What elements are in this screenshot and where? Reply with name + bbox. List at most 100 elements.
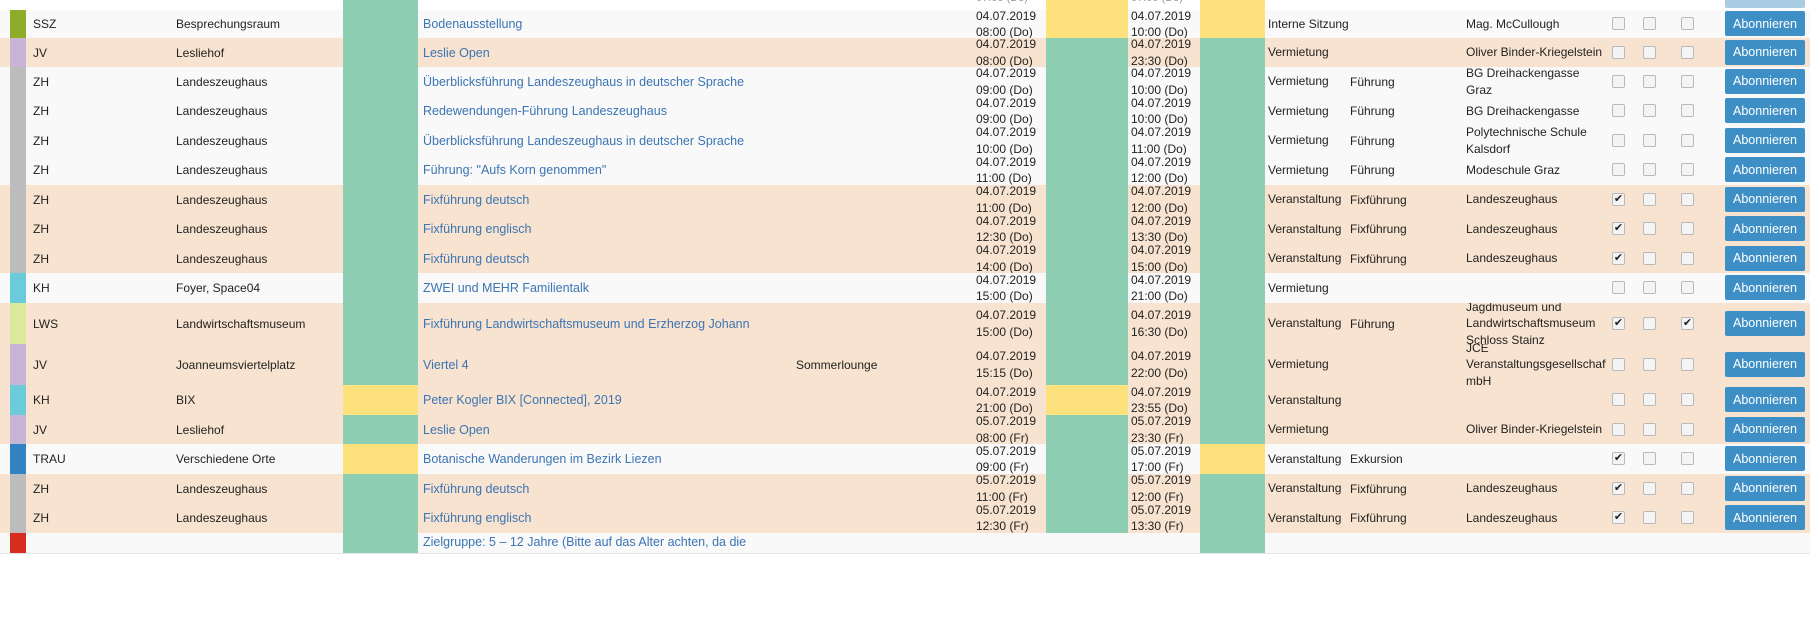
subscribe-button[interactable]: Abonnieren [1725,475,1805,501]
event-title-link[interactable]: Redewendungen-Führung Landeszeughaus [423,104,667,118]
status-cell [1200,533,1265,553]
event-title-link[interactable]: Viertel 4 [423,357,469,372]
status-cell [343,0,418,10]
checkbox-2[interactable] [1643,17,1656,30]
subscribe-button[interactable]: Abonnieren [1725,245,1805,271]
event-type: Veranstaltung [1268,451,1342,466]
subscribe-button[interactable]: Abonnieren [1725,39,1805,65]
checkbox-3[interactable] [1681,45,1694,59]
checkbox-1[interactable] [1612,104,1625,117]
checkbox-3[interactable] [1681,511,1694,524]
checkbox-3[interactable] [1681,222,1694,235]
event-title-link[interactable]: Zielgruppe: 5 – 12 Jahre (Bitte auf das … [423,535,747,549]
subscribe-button[interactable]: Abonnieren [1725,505,1805,530]
checkbox-3[interactable] [1681,163,1694,176]
checkbox-3[interactable] [1681,74,1694,88]
department-color-swatch [10,10,26,38]
checkbox-2[interactable] [1643,281,1656,294]
checkbox-3[interactable] [1681,481,1694,495]
event-title-link[interactable]: Fixführung Landwirtschaftsmuseum und Erz… [423,316,750,331]
checkbox-2[interactable] [1643,511,1656,524]
checkbox-3[interactable] [1681,251,1694,265]
checkbox-2[interactable] [1643,104,1656,117]
checkbox-2[interactable] [1643,357,1656,371]
checkbox-1[interactable] [1612,393,1625,406]
end-time: 12:00 (Fr) [1131,489,1184,504]
checkbox-1[interactable] [1612,422,1625,436]
subscribe-button[interactable]: Abonnieren [1725,275,1805,300]
checkbox-2[interactable] [1643,192,1656,206]
subscribe-button-partial[interactable] [1725,0,1805,8]
event-title-link[interactable]: Fixführung englisch [423,222,532,236]
organizer: Jagdmuseum und Landwirtschaftsmuseum Sch… [1466,303,1596,344]
checkbox-3[interactable] [1681,104,1694,117]
checkbox-1[interactable] [1612,163,1625,176]
checkbox-3[interactable] [1681,17,1694,30]
event-title-link[interactable]: Peter Kogler BIX [Connected], 2019 [423,393,622,407]
end-date: 04.07.2019 [1131,96,1192,110]
subscribe-button[interactable]: Abonnieren [1725,11,1805,36]
event-title-link[interactable]: Leslie Open [423,45,490,60]
start-time: 12:30 (Do) [976,230,1033,244]
event-title-link[interactable]: Bodenausstellung [423,17,523,31]
checkbox-3[interactable] [1681,192,1694,206]
checkbox-2[interactable] [1643,222,1656,235]
checkbox-1[interactable] [1612,357,1625,371]
start-datetime: 04.07.2019 15:15 (Do) [976,344,1046,385]
checkbox-2[interactable] [1643,74,1656,88]
checkbox-1[interactable] [1612,281,1625,294]
subscribe-button[interactable]: Abonnieren [1725,310,1805,336]
subscribe-button[interactable]: Abonnieren [1725,127,1805,153]
checkbox-2[interactable] [1643,481,1656,495]
checkbox-3[interactable] [1681,281,1694,294]
checkbox-3[interactable] [1681,422,1694,436]
checkbox-2[interactable] [1643,45,1656,59]
event-title-link[interactable]: Botanische Wanderungen im Bezirk Liezen [423,452,662,466]
checkbox-1[interactable]: ✔ [1612,452,1625,465]
checkbox-3[interactable] [1681,133,1694,147]
start-date: 04.07.2019 [976,155,1037,169]
start-date: 05.07.2019 [976,444,1037,458]
checkbox-1[interactable]: ✔ [1612,511,1625,524]
event-title-link[interactable]: Überblicksführung Landeszeughaus in deut… [423,133,745,148]
checkbox-1[interactable]: ✔ [1612,316,1625,330]
event-title-link[interactable]: Leslie Open [423,422,490,437]
checkbox-3[interactable] [1681,452,1694,465]
subscribe-button[interactable]: Abonnieren [1725,68,1805,94]
checkbox-1[interactable] [1612,17,1625,30]
checkbox-2[interactable] [1643,422,1656,436]
subscribe-button[interactable]: Abonnieren [1725,446,1805,471]
subscribe-button[interactable]: Abonnieren [1725,216,1805,241]
event-title-link[interactable]: Fixführung englisch [423,511,532,525]
checkbox-2[interactable] [1643,393,1656,406]
event-title-link[interactable]: Fixführung deutsch [423,192,530,207]
checkbox-1[interactable]: ✔ [1612,251,1625,265]
checkbox-2[interactable] [1643,163,1656,176]
event-title-link[interactable]: ZWEI und MEHR Familientalk [423,281,590,295]
event-title-link[interactable]: Fixführung deutsch [423,481,530,496]
checkbox-2[interactable] [1643,316,1656,330]
event-title-link[interactable]: Überblicksführung Landeszeughaus in deut… [423,74,745,89]
checkbox-2[interactable] [1643,133,1656,147]
start-date: 04.07.2019 [976,349,1037,364]
subscribe-button[interactable]: Abonnieren [1725,186,1805,212]
checkbox-3[interactable]: ✔ [1681,316,1694,330]
checkbox-1[interactable]: ✔ [1612,481,1625,495]
checkbox-1[interactable] [1612,133,1625,147]
event-title-link[interactable]: Fixführung deutsch [423,251,530,266]
event-title-link[interactable]: Führung: "Aufs Korn genommen" [423,163,607,177]
checkbox-1[interactable]: ✔ [1612,222,1625,235]
subscribe-button[interactable]: Abonnieren [1725,387,1805,412]
subscribe-button[interactable]: Abonnieren [1725,351,1805,377]
checkbox-3[interactable] [1681,393,1694,406]
subscribe-button[interactable]: Abonnieren [1725,416,1805,442]
subscribe-button[interactable]: Abonnieren [1725,157,1805,182]
checkbox-1[interactable]: ✔ [1612,192,1625,206]
checkbox-2[interactable] [1643,452,1656,465]
checkbox-2[interactable] [1643,251,1656,265]
checkbox-1[interactable] [1612,74,1625,88]
checkbox-1[interactable] [1612,45,1625,59]
checkbox-3[interactable] [1681,357,1694,371]
subscribe-button[interactable]: Abonnieren [1725,98,1805,123]
location: Landeszeughaus [176,251,268,266]
